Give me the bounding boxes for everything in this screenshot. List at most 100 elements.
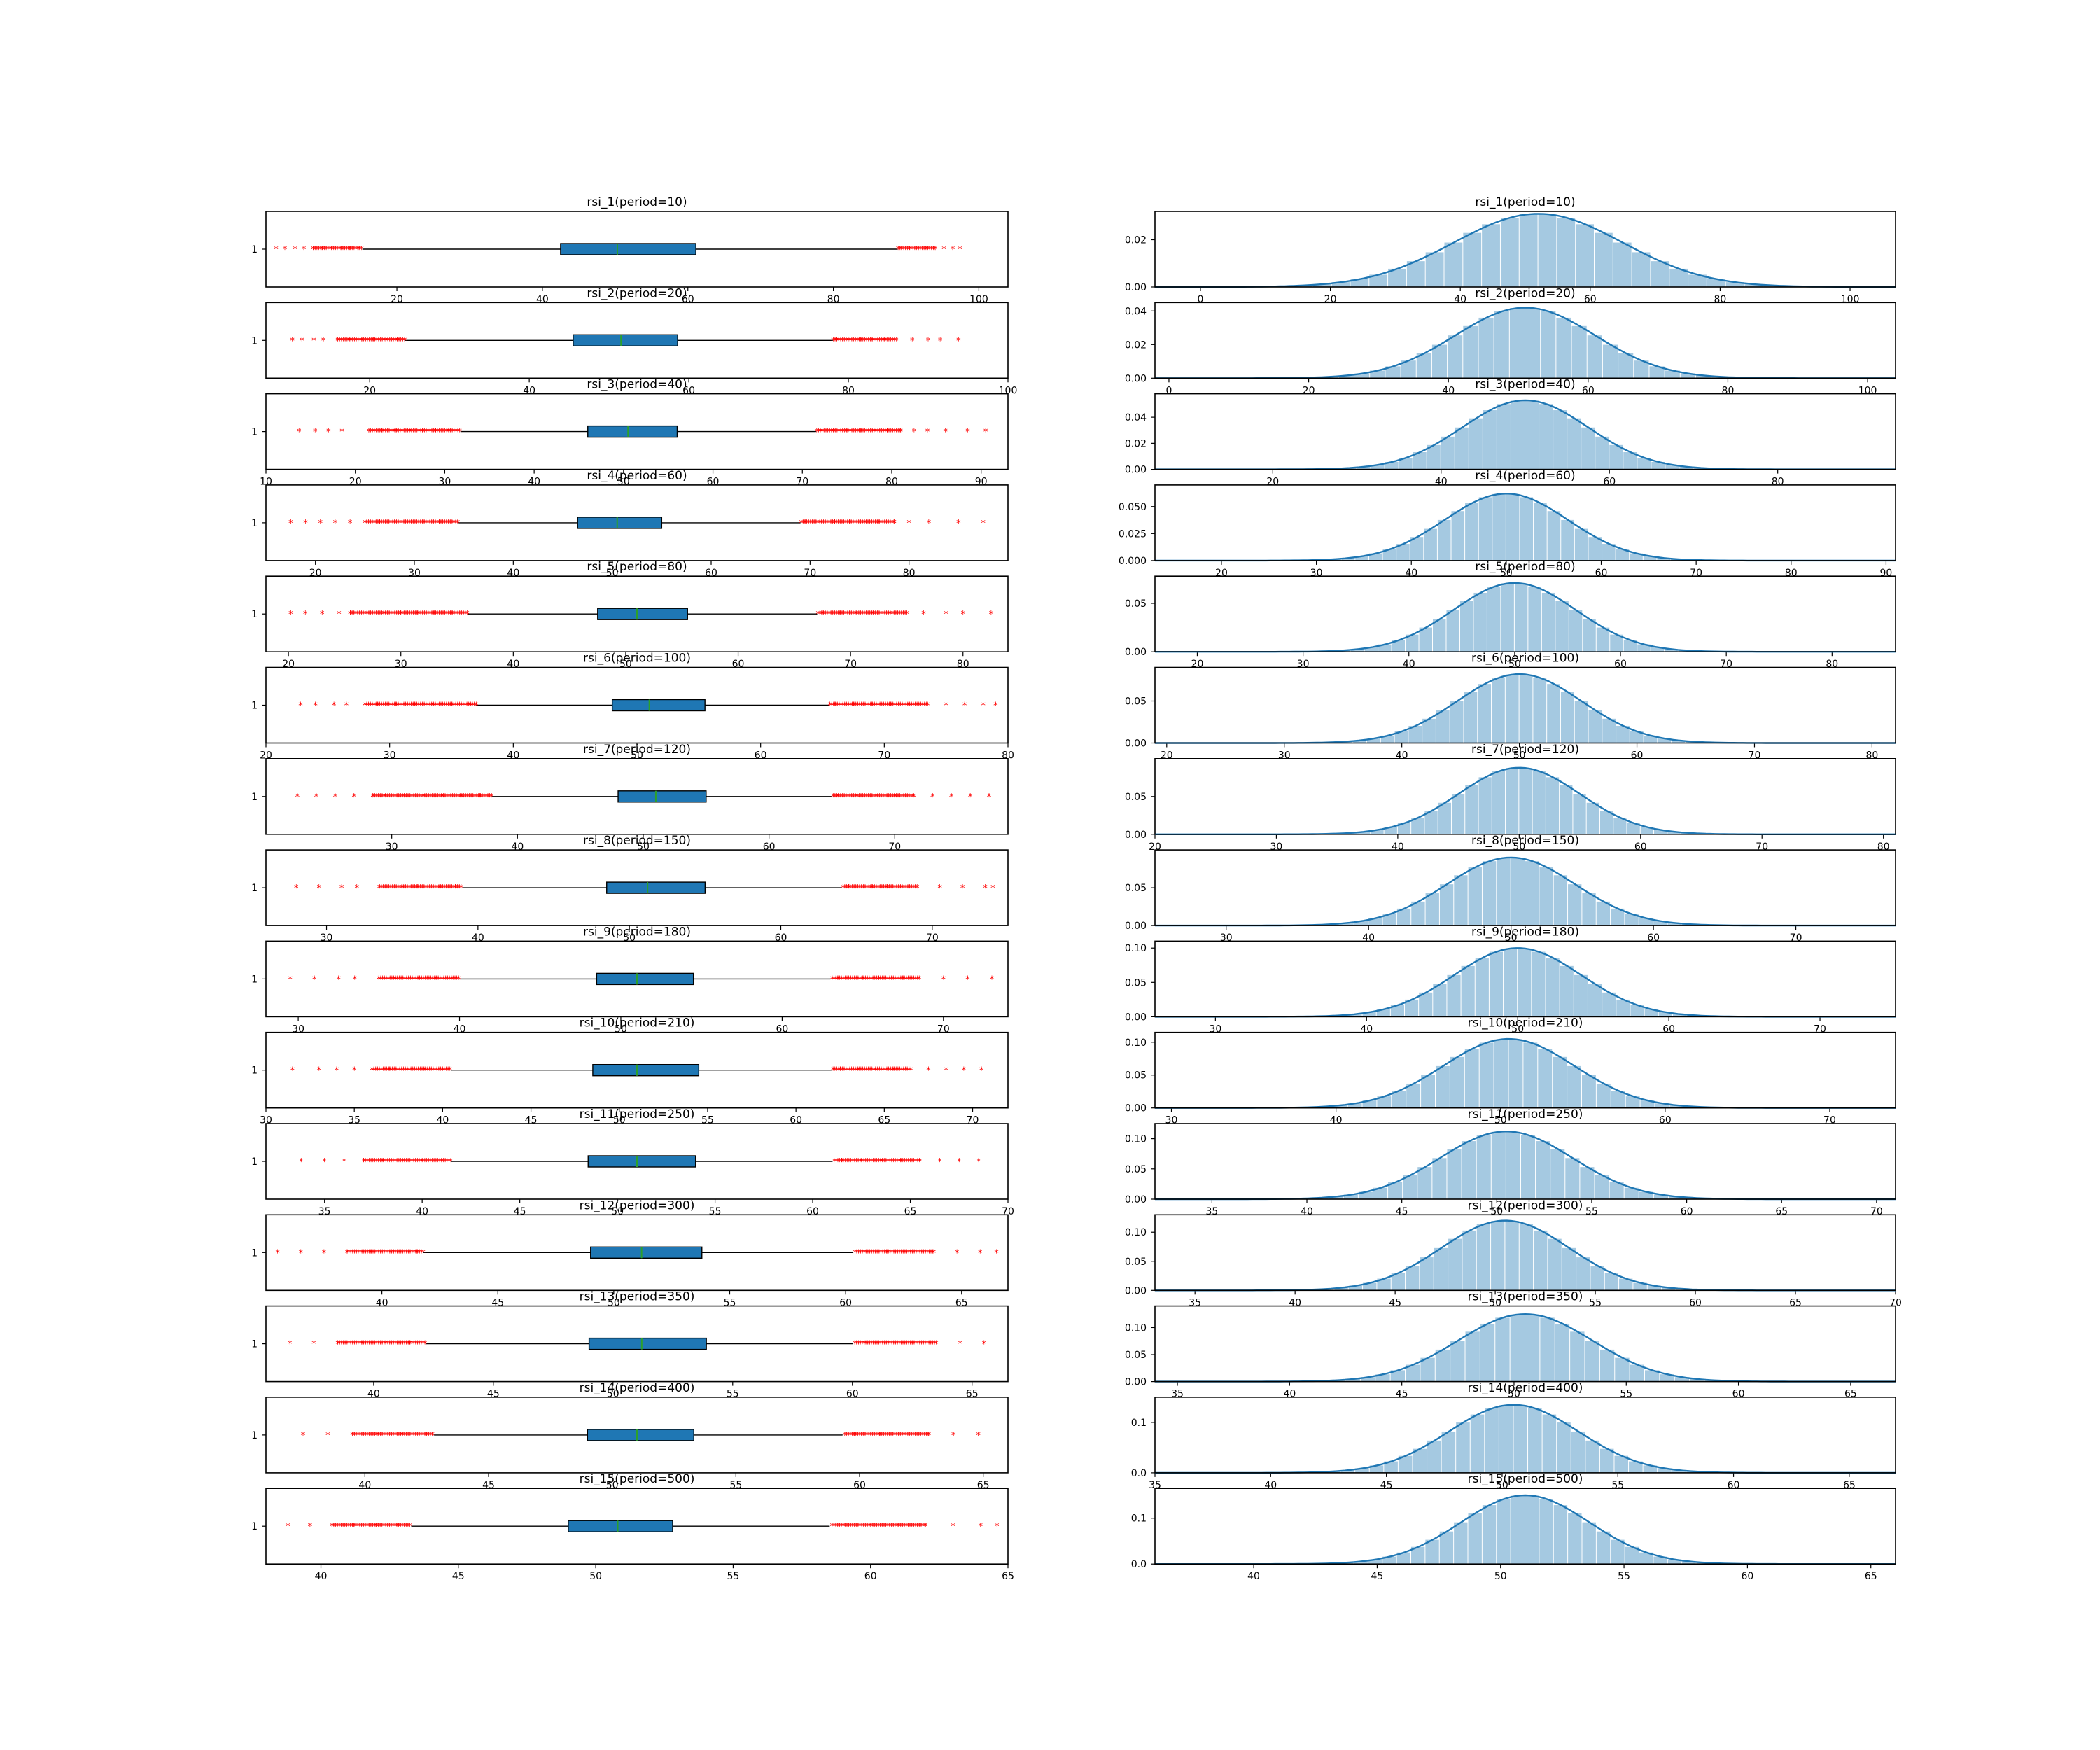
outlier-high: *: [915, 883, 920, 894]
histogram-bar: [1611, 908, 1625, 926]
histogram-bar: [1539, 867, 1553, 926]
outlier-low: *: [431, 428, 436, 438]
outlier-low: *: [416, 519, 421, 529]
outlier-low: *: [424, 883, 428, 894]
outlier-low: *: [414, 519, 419, 529]
outlier-low: *: [414, 1248, 419, 1259]
outlier-low: *: [390, 974, 395, 985]
histogram-bar: [1411, 901, 1425, 926]
outlier-low: *: [388, 1066, 393, 1077]
histogram-bar: [1465, 1331, 1480, 1382]
histogram-bar: [1448, 335, 1463, 379]
x-tick-label: 40: [1392, 841, 1404, 853]
outlier-high: *: [894, 336, 899, 346]
y-tick-label: 1: [251, 609, 258, 620]
outlier-low: *: [318, 519, 323, 529]
outlier-high: *: [859, 883, 864, 894]
histogram-bar: [1519, 674, 1533, 743]
x-tick-label: 40: [1289, 1297, 1301, 1308]
outlier-low: *: [447, 610, 451, 620]
outlier-high: *: [876, 883, 881, 894]
outlier-low: *: [400, 519, 405, 529]
outlier-high: *: [915, 701, 920, 712]
outlier-low: *: [382, 519, 386, 529]
outlier-high: *: [872, 883, 877, 894]
outlier-high: *: [990, 883, 995, 894]
outlier-low: *: [454, 792, 459, 803]
axes-frame: [1154, 849, 1896, 926]
y-tick-label: 1: [251, 427, 258, 438]
outlier-high: *: [882, 1157, 887, 1168]
histogram-bar: [1340, 923, 1354, 926]
outlier-high: *: [853, 336, 858, 346]
outlier-high: *: [874, 428, 878, 438]
outlier-high: *: [831, 1066, 836, 1077]
outlier-high: *: [855, 883, 860, 894]
outlier-low: *: [363, 610, 368, 620]
outlier-low: *: [419, 1248, 424, 1259]
outlier-low: *: [386, 1248, 391, 1259]
outlier-low: *: [377, 519, 382, 529]
outlier-high: *: [956, 336, 961, 346]
axes-frame: [1154, 940, 1896, 1018]
outlier-high: *: [976, 1431, 981, 1441]
outlier-low: *: [379, 974, 384, 985]
outlier-low: *: [382, 610, 386, 620]
outlier-low: *: [456, 428, 461, 438]
outlier-low: *: [313, 245, 318, 255]
x-tick-label: 70: [967, 1115, 979, 1126]
y-tick-label: 1: [251, 244, 258, 255]
outlier-high: *: [836, 1066, 841, 1077]
histogram-bar: [1329, 1196, 1343, 1199]
outlier-low: *: [378, 610, 383, 620]
chart-title: rsi_12(period=300): [1468, 1198, 1583, 1212]
chart-title: rsi_9(period=180): [583, 925, 691, 939]
outlier-high: *: [888, 428, 893, 438]
outlier-low: *: [439, 701, 444, 712]
histogram-bar: [1586, 802, 1600, 834]
outlier-low: *: [367, 610, 372, 620]
histogram-bar: [1523, 1042, 1538, 1108]
outlier-high: *: [931, 245, 936, 255]
outlier-low: *: [477, 792, 482, 803]
histogram-bar: [1640, 827, 1654, 834]
x-tick-label: 60: [763, 841, 776, 853]
outlier-high: *: [846, 974, 851, 985]
outlier-high: *: [902, 883, 906, 894]
outlier-low: *: [328, 245, 332, 255]
outlier-high: *: [909, 701, 914, 712]
outlier-high: *: [872, 428, 876, 438]
outlier-low: *: [360, 336, 365, 346]
histogram-bar: [1499, 1405, 1513, 1473]
boxplot-15: rsi_15(period=500)40 45 50 55 60 651 * * * * * * * * *…: [251, 1472, 1014, 1582]
outlier-high: *: [832, 1157, 836, 1168]
x-tick-label: 55: [1589, 1297, 1602, 1308]
histogram-bar: [1630, 553, 1643, 561]
outlier-low: *: [288, 519, 293, 529]
histogram-bar: [1643, 556, 1657, 561]
outlier-low: *: [437, 428, 442, 438]
outlier-high: *: [879, 1066, 884, 1077]
outlier-high: *: [882, 336, 887, 346]
outlier-low: *: [407, 519, 412, 529]
outlier-high: *: [918, 245, 923, 255]
outlier-high: *: [903, 792, 908, 803]
outlier-low: *: [335, 336, 340, 346]
x-tick-label: 30: [1297, 659, 1310, 670]
outlier-low: *: [397, 1248, 402, 1259]
iqr-box: [617, 790, 707, 803]
outlier-low: *: [313, 701, 318, 712]
histogram-bar: [1456, 1422, 1470, 1473]
outlier-high: *: [877, 1248, 882, 1259]
histogram-bar: [1425, 252, 1444, 287]
outlier-low: *: [300, 336, 304, 346]
outlier-high: *: [892, 336, 897, 346]
outlier-high: *: [978, 1522, 983, 1532]
histogram-bar: [1376, 1009, 1390, 1017]
outlier-low: *: [402, 701, 407, 712]
histogram-bar: [1519, 214, 1538, 287]
outlier-high: *: [925, 245, 930, 255]
outlier-high: *: [872, 428, 877, 438]
outlier-high: *: [852, 701, 857, 712]
histogram-bar: [1482, 861, 1497, 926]
